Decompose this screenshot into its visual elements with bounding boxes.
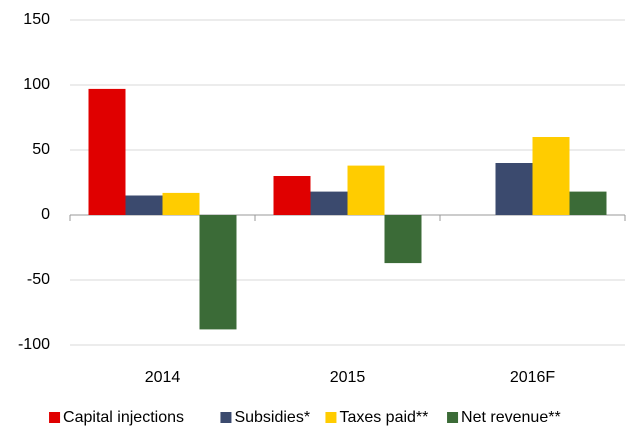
bar bbox=[384, 215, 422, 264]
y-tick-label: 100 bbox=[23, 76, 50, 93]
y-tick-label: -50 bbox=[27, 271, 50, 288]
y-tick-label: 50 bbox=[32, 141, 50, 158]
bar bbox=[569, 191, 607, 215]
bar bbox=[273, 176, 311, 215]
y-tick-label: 0 bbox=[41, 206, 50, 223]
legend-label: Capital injections bbox=[63, 409, 184, 426]
bar bbox=[199, 215, 237, 330]
x-tick-label: 2016F bbox=[510, 369, 556, 386]
legend-swatch bbox=[220, 412, 232, 423]
legend-label: Net revenue** bbox=[461, 409, 561, 426]
x-tick-label: 2014 bbox=[145, 369, 181, 386]
legend-label: Subsidies* bbox=[234, 409, 310, 426]
y-tick-label: -100 bbox=[18, 336, 50, 353]
bar bbox=[347, 165, 385, 215]
legend-swatch bbox=[325, 412, 337, 423]
bar bbox=[162, 192, 200, 215]
legend-swatch bbox=[49, 412, 61, 423]
bar bbox=[310, 191, 348, 215]
y-tick-label: 150 bbox=[23, 11, 50, 28]
legend-swatch bbox=[447, 412, 459, 423]
bar bbox=[88, 88, 126, 215]
legend-label: Taxes paid** bbox=[339, 409, 428, 426]
bar bbox=[495, 163, 533, 215]
bar bbox=[532, 137, 570, 215]
x-tick-label: 2015 bbox=[330, 369, 366, 386]
bar bbox=[125, 195, 163, 215]
